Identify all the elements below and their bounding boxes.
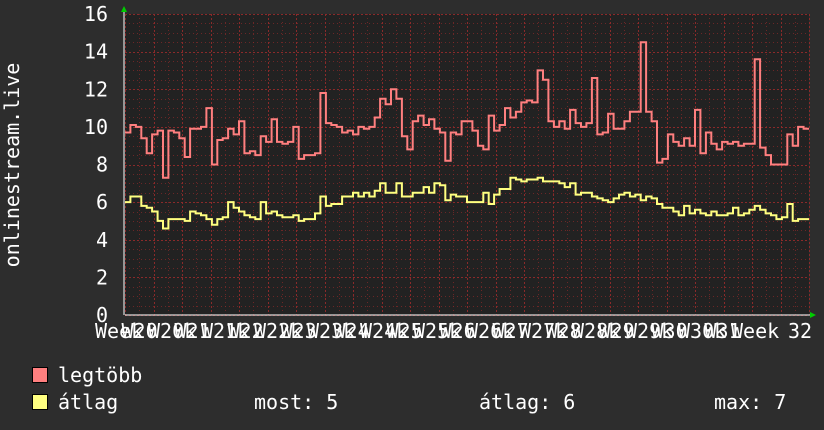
x-tick-label: W20k [148,319,196,343]
legend-swatch-legtobb [32,367,48,383]
x-tick-label: W26 [440,319,476,343]
y-tick-label: 2 [96,265,108,289]
y-tick-label: 16 [84,2,108,26]
stat-max: max: 7 [714,389,786,416]
x-tick-label: W31 [705,319,741,343]
legend-label-legtobb: legtöbb [58,363,143,387]
x-tick-label: W30k [678,319,726,343]
x-tick-label: 32 [788,319,812,343]
x-tick-label: W27 [493,319,529,343]
stat-atlag-value: 6 [563,390,576,414]
x-tick-label: W30 [652,319,688,343]
stat-max-value: 7 [774,390,787,414]
legend-swatch-atlag [32,394,48,410]
x-tick-label: W21 [175,319,211,343]
series-group [125,41,809,230]
x-tick-label: W22 [228,319,264,343]
x-tick-label: W21k [201,319,249,343]
y-tick-label: 6 [96,190,108,214]
x-tick-label: Week [95,319,143,343]
stat-most-label: most: [254,390,315,414]
y-tick-label: 10 [84,115,108,139]
x-tick-label: W28 [546,319,582,343]
x-tick-label: W24 [334,319,370,343]
y-tick-label: 4 [96,228,108,252]
y-tick-label: 8 [96,153,108,177]
y-axis-label: onlinestream.live [0,63,24,268]
stat-most-value: 5 [326,390,339,414]
x-tick-label: W22k [254,319,302,343]
x-tick-label: W27k [519,319,567,343]
y-tick-label: 0 [96,303,108,327]
series-line-legtobb [125,41,809,179]
x-tick-label: W28k [572,319,620,343]
y-axis: 0 2 4 6 8 10 12 14 16 [84,2,108,327]
x-tick-label: W29 [599,319,635,343]
stat-max-label: max: [714,390,763,414]
y-axis-arrow [121,6,127,12]
y-tick-label: 12 [84,77,108,101]
x-axis: WeekW20W20kW21W21kW22W22kW23W23kW24W24kW… [95,319,812,343]
x-tick-label: W25k [413,319,461,343]
x-tick-label: Week [731,319,779,343]
x-tick-label: W23k [307,319,355,343]
stat-most: most: 5 [254,389,338,416]
x-tick-label: W20 [122,319,158,343]
x-tick-label: W23 [281,319,317,343]
legend-label-atlag: átlag [58,390,119,414]
y-tick-label: 14 [84,40,108,64]
series-line-atlag [125,176,809,230]
x-tick-label: W26k [466,319,514,343]
x-tick-label: W25 [387,319,423,343]
x-tick-label: W29k [625,319,673,343]
x-axis-arrow [810,312,816,318]
stat-atlag-label: átlag: [479,390,552,414]
x-tick-label: W24k [360,319,408,343]
stat-atlag: átlag: 6 [479,389,575,416]
